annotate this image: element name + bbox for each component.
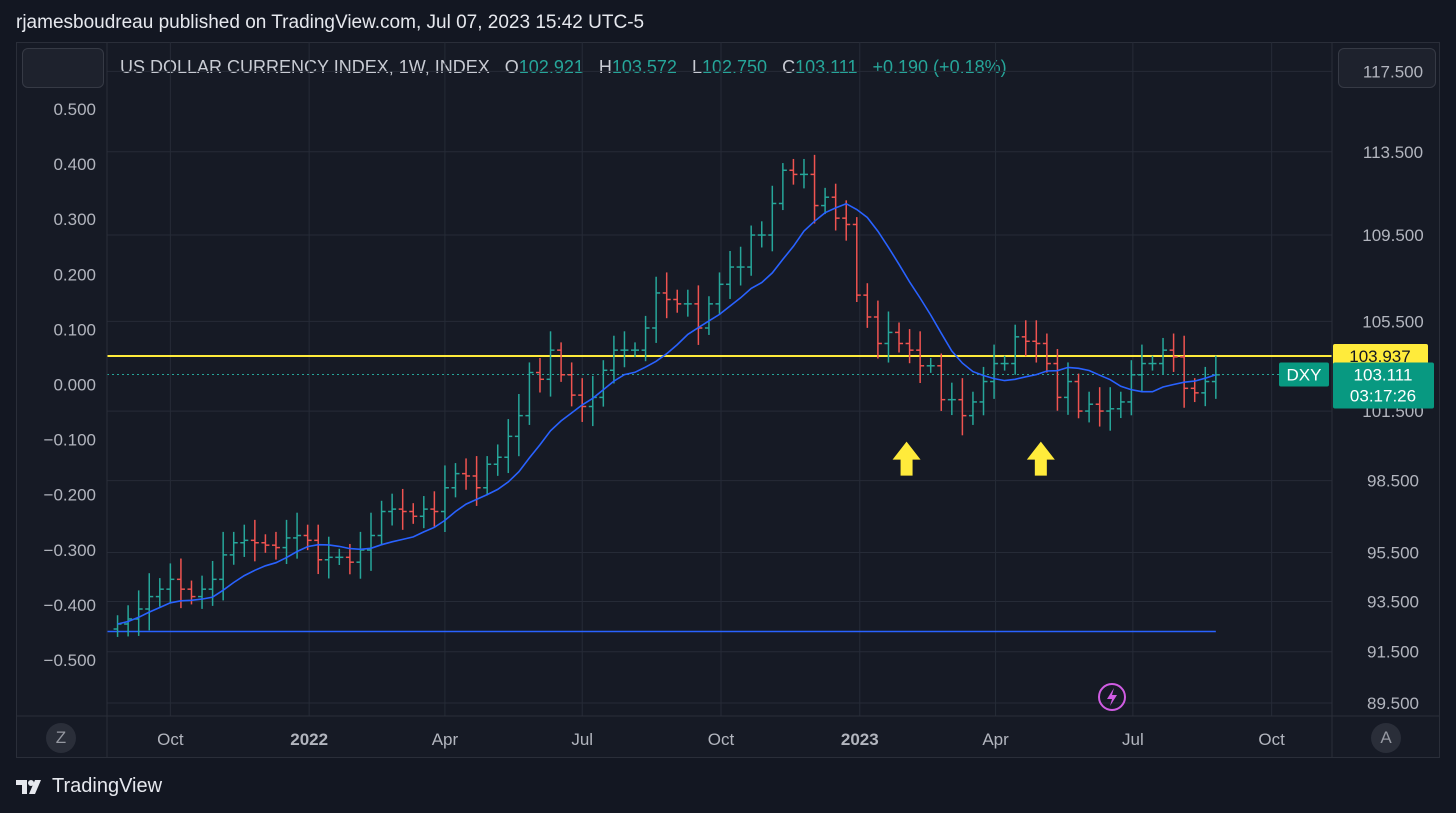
right-axis-label: 113.500 [1363,143,1423,162]
right-axis-label: 89.500 [1367,694,1419,713]
lightning-icon[interactable] [1098,683,1126,711]
levels [107,355,1332,633]
x-axis-label: Oct [1258,730,1285,749]
left-axis-label: −0.100 [44,431,96,450]
tradingview-logo-icon [16,779,41,794]
legend-close: 103.111 [795,57,858,77]
ohlc-bars [113,154,1220,637]
right-axis-label: 109.500 [1362,226,1423,245]
legend-low-label: L [691,57,702,77]
x-axis-label: Jul [1122,730,1144,749]
a-button[interactable]: A [1371,723,1401,753]
resistance-badge [1333,344,1428,369]
top-right-panel[interactable] [1338,48,1436,88]
legend-low: 102.750 [701,57,768,77]
legend-high-label: H [598,57,612,77]
left-axis-label: 0.200 [53,265,96,284]
countdown-label: 03:17:26 [1350,387,1416,406]
price-badges: 103.937 DXY 103.111 03:17:26 [1279,344,1434,409]
x-axis-label: Oct [708,730,735,749]
x-axis-label: Apr [432,730,459,749]
x-axis-label: Oct [157,730,184,749]
legend-open: 102.921 [518,57,584,77]
left-axis-label: −0.500 [44,651,96,670]
z-button[interactable]: Z [46,723,76,753]
x-axis-label: 2023 [841,730,879,749]
brand-name: TradingView [52,775,163,797]
up-arrow-icon [892,441,921,476]
x-axis-label: Apr [982,730,1009,749]
last-price-label: 103.111 [1354,366,1413,385]
left-axis-label: 0.500 [53,100,96,119]
right-axis-label: 91.500 [1367,643,1419,662]
left-axis-label: −0.300 [44,541,96,560]
resistance-badge-label: 103.937 [1349,347,1410,366]
symbol-tag [1279,362,1329,387]
symbol-tag-label: DXY [1287,366,1322,385]
left-axis-label: 0.400 [53,155,96,174]
left-axis-label: 0.000 [53,376,96,395]
legend-high: 103.572 [611,57,677,77]
left-axis-label: 0.100 [53,320,96,339]
x-axis-label: Jul [571,730,593,749]
legend-symbol: US DOLLAR CURRENCY INDEX, 1W, INDEX [120,57,490,77]
grid [107,42,1332,716]
legend-change: +0.190 (+0.18%) [872,57,1007,77]
left-axis-label: −0.400 [44,596,96,615]
legend-open-label: O [504,57,519,77]
right-axis-label: 117.500 [1363,62,1423,81]
right-axis-label: 98.500 [1367,472,1419,491]
left-axis-label: 0.300 [53,210,96,229]
tradingview-brand[interactable]: TradingView [16,775,162,798]
x-axis-label: 2022 [290,730,328,749]
publish-caption: rjamesboudreau published on TradingView.… [16,12,645,33]
legend-close-label: C [782,57,796,77]
last-price-badge [1333,362,1434,409]
right-axis-label: 95.500 [1367,543,1419,562]
up-arrow-icon [1026,441,1055,476]
chart-frame [16,42,1440,758]
right-axis-label: 93.500 [1367,593,1419,612]
axes: 117.500113.500109.500105.500101.50098.50… [16,42,1440,758]
top-left-panel[interactable] [22,48,104,88]
ma-line [117,202,1217,625]
moving-average [117,202,1217,625]
right-axis-label: 105.500 [1362,312,1423,331]
annotations [892,441,1055,476]
left-axis-label: −0.200 [44,486,96,505]
chart-legend: US DOLLAR CURRENCY INDEX, 1W, INDEX O102… [120,57,1007,78]
